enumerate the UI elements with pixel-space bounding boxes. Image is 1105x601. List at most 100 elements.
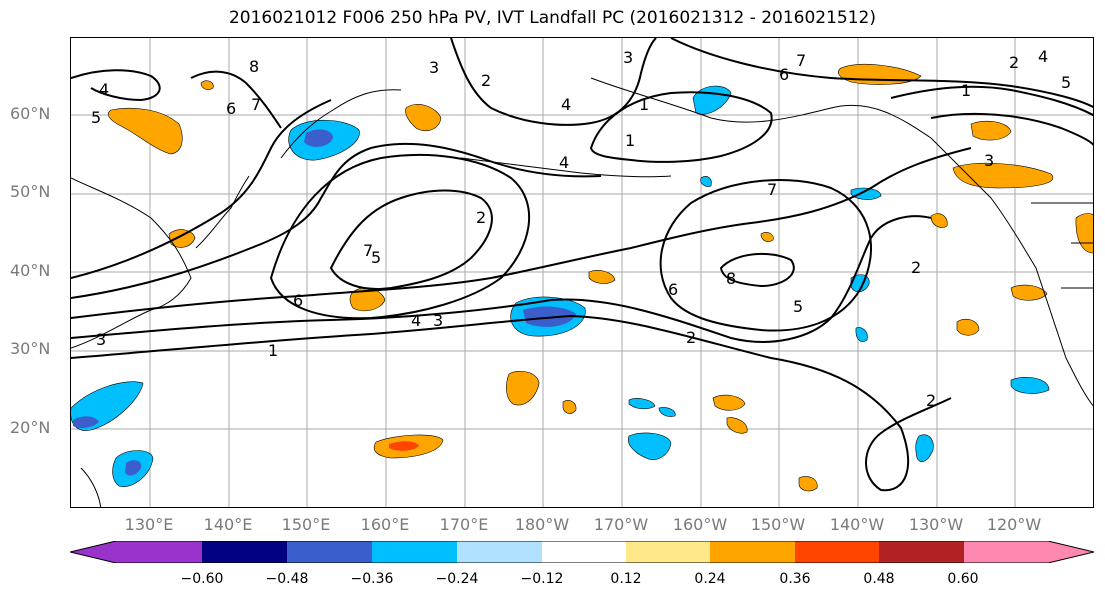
contour-label: 7 [363, 241, 373, 260]
coastline-japan [195, 175, 250, 249]
contour-label: 5 [1061, 73, 1071, 92]
contour-label: 1 [268, 341, 278, 360]
coastlines [71, 77, 1093, 507]
pv-contours [71, 38, 1093, 492]
contour-label: 2 [1009, 53, 1019, 72]
shading-patch-negative-core [125, 460, 142, 476]
shading-patch-negative [915, 434, 934, 462]
shading-patch-positive [760, 232, 774, 242]
shading-patch-positive-core [389, 441, 419, 451]
colorbar-segment [542, 541, 626, 563]
pv-contour-7 [269, 153, 531, 320]
contour-label: 7 [796, 51, 806, 70]
lon-label-130e: 130°E [124, 515, 174, 534]
lon-label-150e: 150°E [281, 515, 331, 534]
colorbar-segment [879, 541, 964, 563]
shading-patch-positive [405, 104, 442, 131]
contour-label: 4 [99, 80, 109, 99]
pv-contour-15 [71, 69, 161, 102]
contour-label: 5 [793, 297, 803, 316]
colorbar-segment-under [70, 541, 202, 563]
shading-patch-positive [970, 120, 1012, 141]
shading-patch-positive [506, 371, 540, 406]
pv-contour-5 [71, 99, 332, 279]
contour-label: 3 [96, 330, 106, 349]
pv-contour-8 [719, 252, 795, 288]
map-panel: 4 5 6 7 8 3 2 1 6 5 4 3 2 7 6 8 5 4 3 2 … [70, 37, 1094, 508]
coastline-asia [71, 177, 192, 349]
shading-patch-negative [1010, 377, 1050, 394]
contour-label: 4 [411, 311, 421, 330]
lon-label-130w: 130°W [908, 515, 964, 534]
lon-label-160e: 160°E [360, 515, 410, 534]
contour-label: 1 [961, 81, 971, 100]
shading-patch-negative [855, 327, 868, 342]
contour-label: 6 [293, 291, 303, 310]
lat-label-30n: 30°N [10, 339, 51, 358]
colorbar-tick: 0.12 [610, 571, 642, 587]
shading-patch-positive [108, 107, 183, 155]
shading-patch-positive [956, 318, 980, 336]
contour-label: 3 [623, 48, 633, 67]
shading-patch-negative [628, 432, 672, 460]
contour-label: 8 [726, 269, 736, 288]
lat-label-20n: 20°N [10, 418, 51, 437]
pv-contour-6 [329, 189, 493, 290]
pv-contour-13 [890, 85, 1093, 117]
lat-label-50n: 50°N [10, 182, 51, 201]
contour-label: 4 [559, 153, 569, 172]
contour-label: 1 [639, 95, 649, 114]
shading-patch-positive [588, 270, 616, 284]
colorbar-segment [795, 541, 879, 563]
colorbar-tick: 0.48 [863, 571, 895, 587]
contour-label: 6 [779, 65, 789, 84]
lon-label-180w: 180°W [514, 515, 570, 534]
lon-label-120w: 120°W [986, 515, 1042, 534]
shading-patch-negative [692, 85, 732, 115]
shading-patch-positive [798, 476, 818, 492]
colorbar-segment [372, 541, 457, 563]
shading-patch-positive [712, 394, 746, 411]
shading-patch-positive [930, 213, 948, 228]
colorbar-tick: −0.36 [350, 571, 394, 587]
contour-label: 5 [371, 248, 381, 267]
shading-patch-negative-core [304, 129, 333, 147]
colorbar-tick: 0.60 [947, 571, 979, 587]
contour-label: 6 [668, 280, 678, 299]
coastline-alaska [590, 77, 1093, 407]
colorbar-segment-over [964, 541, 1094, 563]
map-title: 2016021012 F006 250 hPa PV, IVT Landfall… [228, 8, 876, 28]
lon-label-140w: 140°W [829, 515, 885, 534]
contour-label: 2 [481, 71, 491, 90]
lon-label-170e: 170°E [439, 515, 489, 534]
contour-label: 7 [767, 180, 777, 199]
lon-label-170w: 170°W [593, 515, 649, 534]
pv-contour-14 [930, 112, 1093, 146]
lon-label-150w: 150°W [750, 515, 806, 534]
shading-patch-negative-core [73, 416, 99, 429]
contour-label: 2 [926, 391, 936, 410]
shading-patch-positive [562, 400, 577, 414]
contour-label: 2 [476, 208, 486, 227]
contour-label: 6 [226, 99, 236, 118]
colorbar-tick: 0.24 [694, 571, 726, 587]
contour-label: 4 [1038, 47, 1048, 66]
map-canvas: 4 5 6 7 8 3 2 1 6 5 4 3 2 7 6 8 5 4 3 2 … [71, 38, 1093, 507]
colorbar-segment [202, 541, 287, 563]
pv-contour-11 [450, 38, 657, 126]
shading-patch-negative [700, 176, 712, 187]
shading-patch-positive [952, 162, 1054, 189]
contour-label: 4 [561, 95, 571, 114]
coastline-philippines [80, 467, 102, 507]
contour-label: 3 [984, 151, 994, 170]
colorbar-segment [457, 541, 542, 563]
lon-label-140e: 140°E [203, 515, 253, 534]
contour-label: 8 [249, 57, 259, 76]
contour-label: 3 [433, 311, 443, 330]
shading-patch-negative [658, 407, 676, 417]
contour-label: 7 [251, 95, 261, 114]
shading-patch-positive [838, 64, 922, 85]
pv-contour-4 [71, 142, 602, 299]
shading-patch-positive [1010, 284, 1048, 301]
colorbar-tick: −0.12 [520, 571, 564, 587]
